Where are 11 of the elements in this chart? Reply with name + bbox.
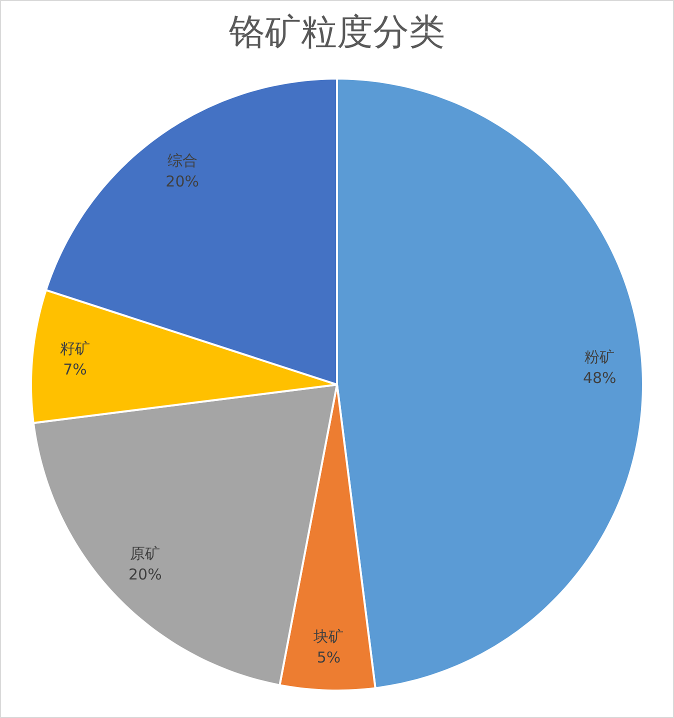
data-label: 7%	[63, 360, 87, 379]
slice-label: 粉矿	[584, 348, 615, 366]
slice-label: 原矿	[130, 544, 160, 563]
data-label: 20%	[128, 566, 162, 584]
slice-label: 籽矿	[60, 340, 90, 358]
data-label: 48%	[582, 368, 616, 387]
slice-label: 综合	[167, 152, 198, 170]
data-label: 20%	[166, 172, 199, 191]
chart-title: 铬矿粒度分类	[228, 12, 445, 53]
data-label: 5%	[316, 648, 341, 667]
slice-label: 块矿	[312, 628, 344, 646]
